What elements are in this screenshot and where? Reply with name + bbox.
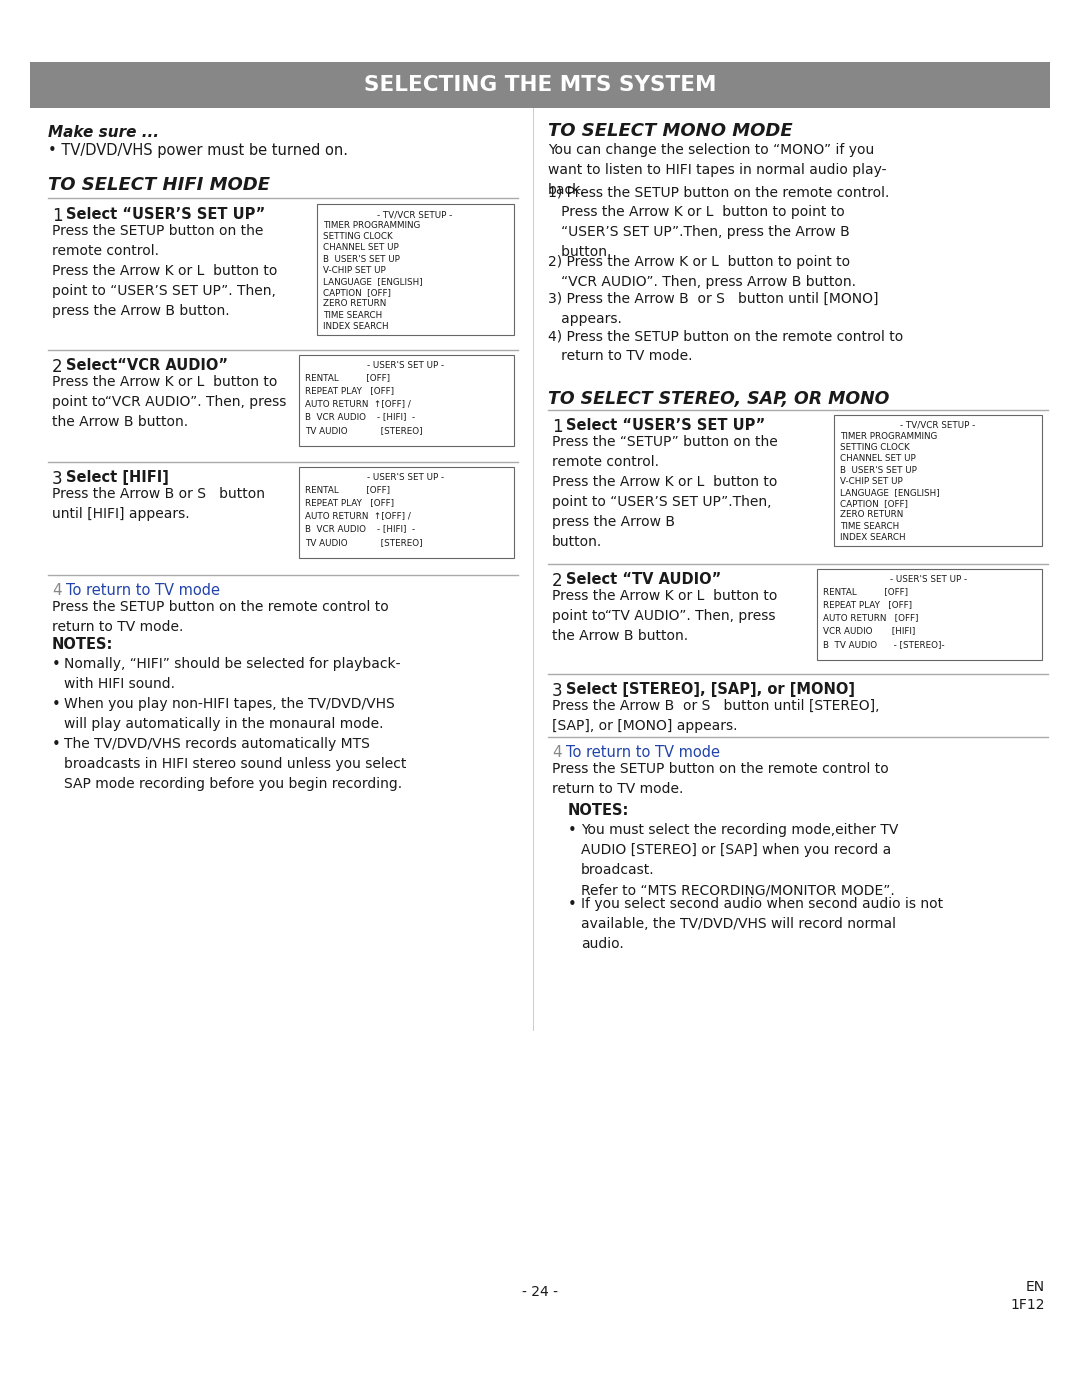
Text: Press the Arrow K or L  button to
point to“TV AUDIO”. Then, press
the Arrow B bu: Press the Arrow K or L button to point t… <box>552 590 778 643</box>
Text: INDEX SEARCH: INDEX SEARCH <box>323 321 389 331</box>
Text: 3: 3 <box>52 469 63 488</box>
Text: SELECTING THE MTS SYSTEM: SELECTING THE MTS SYSTEM <box>364 75 716 95</box>
Text: Select [HIFI]: Select [HIFI] <box>66 469 168 485</box>
Text: AUTO RETURN  ↑[OFF] /: AUTO RETURN ↑[OFF] / <box>305 400 410 408</box>
Text: To return to TV mode: To return to TV mode <box>566 745 720 760</box>
Text: TO SELECT MONO MODE: TO SELECT MONO MODE <box>548 122 793 140</box>
Text: B  USER'S SET UP: B USER'S SET UP <box>840 465 917 475</box>
Text: Press the Arrow B or S   button
until [HIFI] appears.: Press the Arrow B or S button until [HIF… <box>52 488 265 521</box>
Text: Press the SETUP button on the remote control to
return to TV mode.: Press the SETUP button on the remote con… <box>552 761 889 796</box>
Text: Nomally, “HIFI” should be selected for playback-
with HIFI sound.: Nomally, “HIFI” should be selected for p… <box>64 657 401 692</box>
Text: If you select second audio when second audio is not
available, the TV/DVD/VHS wi: If you select second audio when second a… <box>581 897 943 951</box>
Text: VCR AUDIO       [HIFI]: VCR AUDIO [HIFI] <box>823 627 916 636</box>
Text: NOTES:: NOTES: <box>568 803 630 819</box>
Text: B  TV AUDIO      - [STEREO]-: B TV AUDIO - [STEREO]- <box>823 640 945 648</box>
Text: 1) Press the SETUP button on the remote control.
   Press the Arrow K or L  butt: 1) Press the SETUP button on the remote … <box>548 184 889 260</box>
Text: - TV/VCR SETUP -: - TV/VCR SETUP - <box>377 210 453 219</box>
FancyBboxPatch shape <box>30 61 1050 108</box>
Text: 3: 3 <box>552 682 563 700</box>
Text: B  VCR AUDIO    - [HIFI]  -: B VCR AUDIO - [HIFI] - <box>305 525 415 534</box>
Text: 2: 2 <box>552 571 563 590</box>
Text: Press the SETUP button on the remote control to
return to TV mode.: Press the SETUP button on the remote con… <box>52 599 389 634</box>
Text: - TV/VCR SETUP -: - TV/VCR SETUP - <box>900 420 975 430</box>
Text: AUTO RETURN   [OFF]: AUTO RETURN [OFF] <box>823 613 918 623</box>
Text: • TV/DVD/VHS power must be turned on.: • TV/DVD/VHS power must be turned on. <box>48 142 348 158</box>
Text: RENTAL          [OFF]: RENTAL [OFF] <box>305 485 390 495</box>
Text: 4: 4 <box>552 745 562 760</box>
Text: To return to TV mode: To return to TV mode <box>66 583 220 598</box>
Text: TO SELECT STEREO, SAP, OR MONO: TO SELECT STEREO, SAP, OR MONO <box>548 390 889 408</box>
Text: NOTES:: NOTES: <box>52 637 113 652</box>
Text: •: • <box>568 897 577 912</box>
Text: Select “USER’S SET UP”: Select “USER’S SET UP” <box>566 418 766 433</box>
Text: •: • <box>52 738 60 752</box>
Text: •: • <box>52 697 60 712</box>
Text: REPEAT PLAY   [OFF]: REPEAT PLAY [OFF] <box>823 601 913 609</box>
Text: CHANNEL SET UP: CHANNEL SET UP <box>323 243 399 253</box>
Text: You can change the selection to “MONO” if you
want to listen to HIFI tapes in no: You can change the selection to “MONO” i… <box>548 142 887 197</box>
Text: - USER'S SET UP -: - USER'S SET UP - <box>890 576 968 584</box>
Text: B  USER'S SET UP: B USER'S SET UP <box>323 254 400 264</box>
Text: Press the Arrow K or L  button to
point to“VCR AUDIO”. Then, press
the Arrow B b: Press the Arrow K or L button to point t… <box>52 374 286 429</box>
Text: ZERO RETURN: ZERO RETURN <box>840 510 903 520</box>
Text: •: • <box>568 823 577 838</box>
Text: SETTING CLOCK: SETTING CLOCK <box>840 443 909 453</box>
Text: - USER'S SET UP -: - USER'S SET UP - <box>367 474 445 482</box>
Text: AUTO RETURN  ↑[OFF] /: AUTO RETURN ↑[OFF] / <box>305 511 410 521</box>
Text: You must select the recording mode,either TV
AUDIO [STEREO] or [SAP] when you re: You must select the recording mode,eithe… <box>581 823 899 897</box>
Text: •: • <box>52 657 60 672</box>
Text: EN: EN <box>1026 1280 1045 1294</box>
Text: Press the SETUP button on the
remote control.
Press the Arrow K or L  button to
: Press the SETUP button on the remote con… <box>52 224 278 319</box>
Text: 4) Press the SETUP button on the remote control to
   return to TV mode.: 4) Press the SETUP button on the remote … <box>548 330 903 363</box>
Text: 2) Press the Arrow K or L  button to point to
   “VCR AUDIO”. Then, press Arrow : 2) Press the Arrow K or L button to poin… <box>548 256 856 289</box>
Text: Select “TV AUDIO”: Select “TV AUDIO” <box>566 571 721 587</box>
Text: ZERO RETURN: ZERO RETURN <box>323 299 387 309</box>
Text: 1: 1 <box>552 418 563 436</box>
Text: 3) Press the Arrow B  or S   button until [MONO]
   appears.: 3) Press the Arrow B or S button until [… <box>548 292 878 326</box>
Text: V-CHIP SET UP: V-CHIP SET UP <box>840 476 903 486</box>
Text: TIME SEARCH: TIME SEARCH <box>840 521 900 531</box>
Text: TIMER PROGRAMMING: TIMER PROGRAMMING <box>840 432 937 441</box>
Text: Press the “SETUP” button on the
remote control.
Press the Arrow K or L  button t: Press the “SETUP” button on the remote c… <box>552 434 778 549</box>
Text: Make sure ...: Make sure ... <box>48 124 159 140</box>
Text: REPEAT PLAY   [OFF]: REPEAT PLAY [OFF] <box>305 499 394 507</box>
Text: TO SELECT HIFI MODE: TO SELECT HIFI MODE <box>48 176 270 194</box>
Text: - 24 -: - 24 - <box>522 1285 558 1299</box>
Text: RENTAL          [OFF]: RENTAL [OFF] <box>823 587 908 597</box>
Text: REPEAT PLAY   [OFF]: REPEAT PLAY [OFF] <box>305 386 394 395</box>
FancyBboxPatch shape <box>816 569 1041 659</box>
Text: Select “USER’S SET UP”: Select “USER’S SET UP” <box>66 207 266 222</box>
Text: CHANNEL SET UP: CHANNEL SET UP <box>840 454 916 464</box>
Text: 4: 4 <box>52 583 62 598</box>
FancyBboxPatch shape <box>298 467 513 557</box>
Text: RENTAL          [OFF]: RENTAL [OFF] <box>305 373 390 381</box>
FancyBboxPatch shape <box>834 415 1041 545</box>
Text: TIMER PROGRAMMING: TIMER PROGRAMMING <box>323 221 420 231</box>
Text: The TV/DVD/VHS records automatically MTS
broadcasts in HIFI stereo sound unless : The TV/DVD/VHS records automatically MTS… <box>64 738 406 791</box>
Text: 2: 2 <box>52 358 63 376</box>
Text: LANGUAGE  [ENGLISH]: LANGUAGE [ENGLISH] <box>323 277 422 286</box>
Text: 1: 1 <box>52 207 63 225</box>
Text: B  VCR AUDIO    - [HIFI]  -: B VCR AUDIO - [HIFI] - <box>305 412 415 422</box>
Text: CAPTION  [OFF]: CAPTION [OFF] <box>323 288 391 298</box>
Text: Select“VCR AUDIO”: Select“VCR AUDIO” <box>66 358 228 373</box>
Text: When you play non-HIFI tapes, the TV/DVD/VHS
will play automatically in the mona: When you play non-HIFI tapes, the TV/DVD… <box>64 697 395 731</box>
Text: TIME SEARCH: TIME SEARCH <box>323 310 382 320</box>
FancyBboxPatch shape <box>316 204 513 334</box>
Text: INDEX SEARCH: INDEX SEARCH <box>840 532 906 542</box>
Text: LANGUAGE  [ENGLISH]: LANGUAGE [ENGLISH] <box>840 488 940 497</box>
Text: TV AUDIO            [STEREO]: TV AUDIO [STEREO] <box>305 538 422 546</box>
Text: V-CHIP SET UP: V-CHIP SET UP <box>323 265 386 275</box>
Text: 1F12: 1F12 <box>1011 1298 1045 1312</box>
Text: CAPTION  [OFF]: CAPTION [OFF] <box>840 499 908 509</box>
Text: Select [STEREO], [SAP], or [MONO]: Select [STEREO], [SAP], or [MONO] <box>566 682 855 697</box>
Text: SETTING CLOCK: SETTING CLOCK <box>323 232 393 242</box>
Text: - USER'S SET UP -: - USER'S SET UP - <box>367 360 445 370</box>
Text: TV AUDIO            [STEREO]: TV AUDIO [STEREO] <box>305 426 422 434</box>
FancyBboxPatch shape <box>298 355 513 446</box>
Text: Press the Arrow B  or S   button until [STEREO],
[SAP], or [MONO] appears.: Press the Arrow B or S button until [STE… <box>552 698 879 733</box>
